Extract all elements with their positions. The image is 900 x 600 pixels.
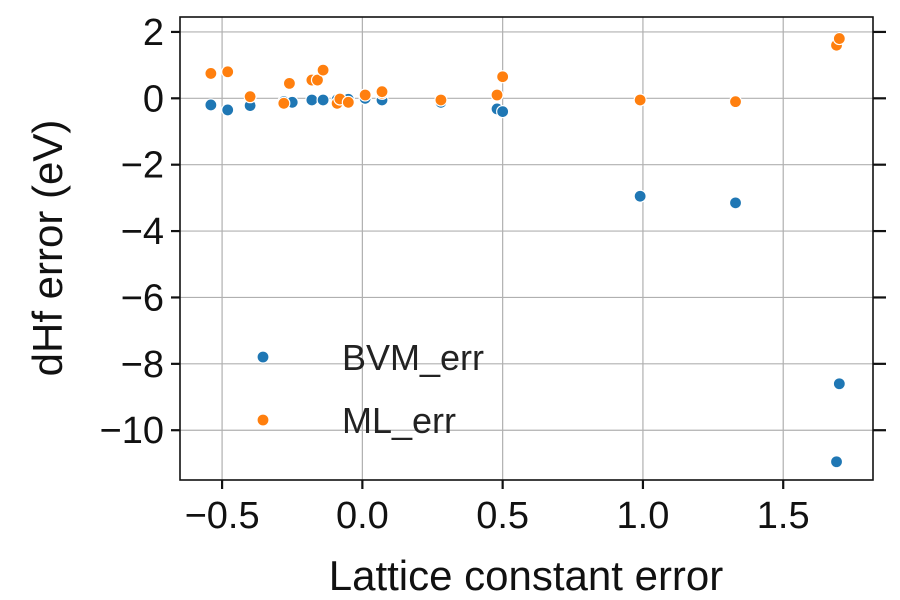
legend-label-bvm: BVM_err xyxy=(342,337,484,378)
series-ML_err xyxy=(204,31,846,110)
data-point-ML_err xyxy=(341,95,355,109)
data-point-ML_err xyxy=(243,90,257,104)
data-point-BVM_err xyxy=(633,189,647,203)
data-point-BVM_err xyxy=(204,98,218,112)
data-point-BVM_err xyxy=(496,104,510,119)
x-tick-label: 0.5 xyxy=(476,495,529,537)
data-point-ML_err xyxy=(496,70,510,84)
data-point-ML_err xyxy=(490,88,504,102)
y-tick-label: −8 xyxy=(121,344,164,386)
plot-frame xyxy=(179,16,874,481)
data-point-BVM_err xyxy=(728,196,743,210)
legend: BVM_err ML_err xyxy=(256,337,484,441)
data-point-ML_err xyxy=(633,93,647,107)
y-axis-label: dHf error (eV) xyxy=(24,120,71,377)
data-point-BVM_err xyxy=(305,93,319,107)
data-point-ML_err xyxy=(221,65,235,79)
y-tick-label: 0 xyxy=(143,78,164,120)
data-point-BVM_err xyxy=(221,103,235,117)
data-point-ML_err xyxy=(277,96,291,110)
data-point-BVM_err xyxy=(316,93,330,107)
data-point-ML_err xyxy=(358,88,372,102)
legend-marker-ml xyxy=(256,413,270,427)
data-point-ML_err xyxy=(728,95,743,109)
y-tick-label: 2 xyxy=(143,12,164,54)
data-point-ML_err xyxy=(310,73,325,87)
y-tick-label: −6 xyxy=(121,277,164,319)
data-point-ML_err xyxy=(282,76,297,90)
y-tick-label: −4 xyxy=(121,211,164,253)
data-point-BVM_err xyxy=(829,455,844,469)
x-tick-label: 1.0 xyxy=(617,495,670,537)
y-tick-label: −10 xyxy=(100,410,164,452)
data-point-ML_err xyxy=(316,63,330,77)
legend-marker-bvm xyxy=(256,350,270,364)
data-point-ML_err xyxy=(375,85,389,99)
x-axis-label: Lattice constant error xyxy=(329,552,724,599)
data-point-BVM_err xyxy=(832,377,846,391)
data-point-ML_err xyxy=(204,66,218,81)
y-tick-label: −2 xyxy=(121,145,164,187)
data-point-ML_err xyxy=(832,31,846,46)
data-point-ML_err xyxy=(434,93,448,107)
x-tick-label: −0.5 xyxy=(185,495,260,537)
axis-ticks: −0.5 0.0 0.5 1.0 1.5 2 0 −2 −4 −6 −8 −10 xyxy=(100,12,886,537)
x-tick-label: 1.5 xyxy=(757,495,810,537)
series-BVM_err xyxy=(204,91,846,469)
x-tick-label: 0.0 xyxy=(336,495,389,537)
data-points xyxy=(204,31,846,469)
legend-label-ml: ML_err xyxy=(342,400,456,441)
